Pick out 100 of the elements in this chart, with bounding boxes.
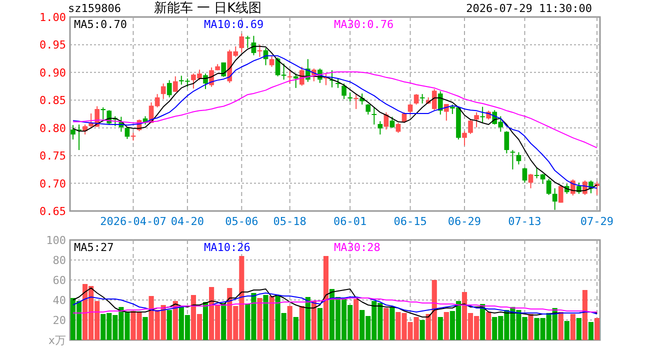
bar <box>444 312 449 340</box>
candlestick <box>160 83 166 100</box>
candlestick <box>438 90 443 116</box>
bar <box>323 256 328 340</box>
bar <box>263 295 268 340</box>
candlestick <box>342 83 346 100</box>
y-tick-label: 0.65 <box>40 205 66 218</box>
bar <box>594 318 600 340</box>
candlestick <box>408 104 413 116</box>
candlestick <box>510 150 516 170</box>
bar <box>588 322 594 340</box>
y-tick-label: 0.95 <box>40 38 66 52</box>
y-tick-label: 0.90 <box>40 66 66 80</box>
candlestick <box>420 94 425 104</box>
bar <box>354 299 359 340</box>
x-tick-label: 05-06 <box>225 215 258 228</box>
x-tick-label: 04-20 <box>170 215 204 228</box>
bar <box>582 290 588 340</box>
candlestick <box>390 116 395 128</box>
candlestick <box>504 130 510 154</box>
bar <box>390 307 395 340</box>
candlestick <box>239 33 244 53</box>
bar <box>299 306 304 340</box>
text: MA30:0.76 <box>334 18 394 31</box>
y-tick-label: 0.70 <box>40 177 66 190</box>
candlestick <box>354 94 358 110</box>
bar <box>480 304 486 340</box>
y-tick-label: 40 <box>52 294 66 307</box>
candlestick <box>378 120 383 136</box>
bar <box>564 321 570 340</box>
y-tick-label: 0.85 <box>40 94 66 108</box>
text: MA5:27 <box>74 241 114 254</box>
candlestick <box>396 122 401 134</box>
candlestick <box>372 106 377 126</box>
bar <box>558 312 564 340</box>
bar <box>221 303 226 340</box>
bar <box>166 310 172 340</box>
x-tick-label: 07-29 <box>580 215 614 228</box>
candlestick <box>70 124 76 140</box>
bar <box>486 312 492 340</box>
bar <box>317 308 322 340</box>
bar <box>257 298 262 340</box>
bar <box>287 306 292 340</box>
candlestick <box>166 80 172 98</box>
candlestick <box>366 104 371 116</box>
bar <box>269 296 274 340</box>
candlestick <box>522 167 528 184</box>
candlestick <box>414 94 419 106</box>
x-tick-label: 06-01 <box>333 215 367 228</box>
line-series <box>72 292 598 314</box>
candlestick <box>516 152 522 165</box>
y-tick-label: x万 <box>48 334 66 347</box>
bar <box>172 301 178 340</box>
text: sz159806 <box>68 2 121 15</box>
bar <box>202 302 208 340</box>
text: MA30:28 <box>334 241 380 254</box>
candlestick <box>474 112 479 128</box>
bar <box>384 308 389 340</box>
bar <box>570 314 576 340</box>
candlestick <box>468 119 473 134</box>
bar <box>438 317 443 340</box>
bar <box>142 317 148 340</box>
chart-title: 新能车 一 日K线图 <box>154 1 262 16</box>
text: MA10:0.69 <box>204 18 264 31</box>
line-series <box>72 298 598 314</box>
candlestick <box>100 106 106 120</box>
y-tick-label: 0.75 <box>40 150 66 163</box>
candlestick <box>462 130 467 146</box>
bar <box>311 301 316 340</box>
text: MA5:0.70 <box>74 18 127 31</box>
x-tick-label: 06-29 <box>448 215 482 228</box>
candlestick <box>245 35 250 49</box>
x-tick-label: 2026-04-07 <box>100 215 166 228</box>
candlestick <box>444 104 449 122</box>
bar <box>305 297 310 340</box>
candlestick <box>348 92 352 102</box>
y-tick-label: 20 <box>52 314 66 327</box>
x-tick-label: 05-18 <box>273 215 306 228</box>
y-tick-label: 0.80 <box>40 122 66 135</box>
candlestick <box>480 106 485 124</box>
candlestick <box>203 73 208 90</box>
candlestick <box>546 178 552 196</box>
y-tick-label: 1.00 <box>40 11 66 24</box>
line-series <box>72 288 598 318</box>
x-tick-label: 06-15 <box>394 215 427 228</box>
text: 2026-07-29 11:30:00 <box>466 2 592 15</box>
candlestick <box>293 73 298 88</box>
bar <box>420 320 425 340</box>
bar <box>576 318 582 340</box>
candlestick <box>287 70 292 84</box>
text: MA10:26 <box>204 241 250 254</box>
candlestick <box>528 173 534 189</box>
candlestick <box>172 76 178 92</box>
candlestick <box>552 188 558 210</box>
y-tick-label: 100 <box>46 234 66 247</box>
x-tick-label: 07-13 <box>508 215 542 228</box>
y-tick-label: 60 <box>52 274 66 287</box>
y-tick-label: 80 <box>52 254 66 267</box>
candlestick <box>269 56 274 68</box>
bar <box>528 314 534 340</box>
